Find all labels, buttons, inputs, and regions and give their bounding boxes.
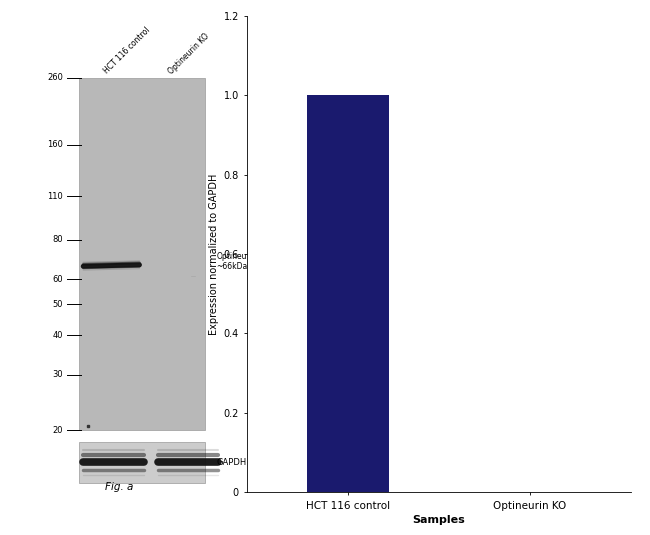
Text: 160: 160	[47, 140, 63, 149]
Text: 30: 30	[52, 370, 63, 379]
Text: Fig. a: Fig. a	[105, 482, 133, 492]
Text: Optineurin
~66kDa: Optineurin ~66kDa	[216, 252, 257, 271]
Text: 20: 20	[53, 426, 63, 435]
Text: 110: 110	[47, 192, 63, 201]
X-axis label: Samples: Samples	[413, 515, 465, 525]
Y-axis label: Expression normalized to GAPDH: Expression normalized to GAPDH	[209, 173, 219, 335]
Text: 260: 260	[47, 73, 63, 82]
Text: 50: 50	[53, 300, 63, 309]
Bar	[79, 442, 205, 483]
Text: HCT 116 control: HCT 116 control	[101, 26, 151, 75]
Text: 40: 40	[53, 331, 63, 340]
Text: 80: 80	[52, 235, 63, 244]
Text: 60: 60	[52, 275, 63, 284]
Text: Optineurin KO: Optineurin KO	[167, 31, 211, 75]
Bar	[79, 78, 205, 430]
Text: GAPDH: GAPDH	[216, 458, 246, 467]
Bar	[307, 95, 389, 492]
